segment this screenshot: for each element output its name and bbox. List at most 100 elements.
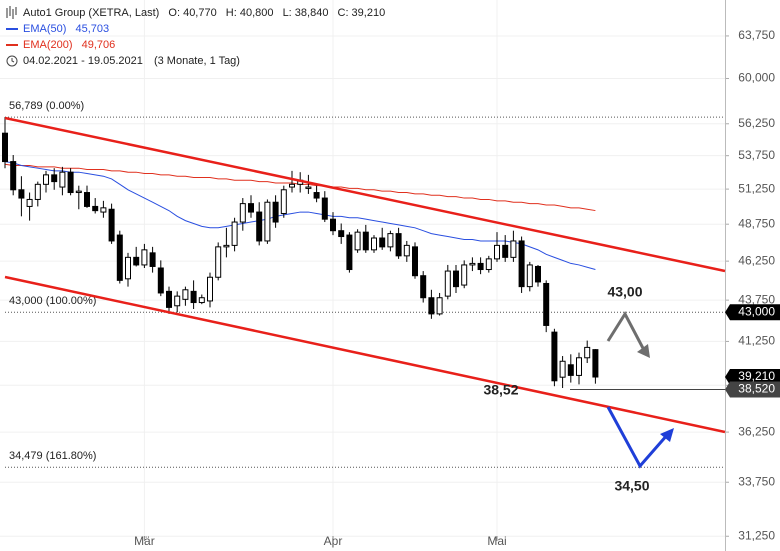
y-tick-label: 43,750	[738, 292, 775, 306]
candle-body	[346, 234, 353, 271]
candle-body	[157, 267, 164, 294]
candle-body	[43, 174, 49, 185]
ohlc: H: 40,800	[226, 7, 274, 19]
candle-body	[305, 186, 312, 189]
price-tag-box	[725, 304, 780, 321]
candle-body	[379, 237, 386, 248]
candle-body	[485, 258, 492, 271]
candle-body	[223, 244, 230, 248]
candle-body	[469, 262, 476, 266]
candle-body	[321, 197, 328, 220]
x-tick-label: Mär	[134, 534, 155, 548]
y-tick-label: 46,250	[738, 253, 775, 267]
candle-body	[198, 297, 205, 304]
annotations: 43,00 38,52 34,50	[483, 284, 649, 494]
candle-body	[428, 297, 435, 315]
candle-body	[207, 276, 213, 302]
legend-value: 45,703	[75, 23, 109, 35]
candle-body	[215, 246, 222, 278]
clock-icon	[6, 55, 18, 67]
level-label: 43,000 (100.00%)	[9, 295, 96, 307]
candle-body	[231, 221, 238, 246]
candle-body	[461, 264, 468, 286]
price-tag-label: 38,520	[738, 382, 775, 396]
annotation: 34,50	[614, 478, 649, 494]
y-tick-label: 56,250	[738, 116, 775, 130]
candle-body	[166, 290, 172, 308]
header-line: Auto1 Group (XETRA, Last) O: 40,770 H: 4…	[23, 7, 385, 19]
y-tick-label: 53,750	[738, 148, 775, 162]
ohlc: O: 40,770	[168, 7, 216, 19]
candle-body	[551, 331, 558, 382]
candle-body	[289, 183, 295, 188]
price-tag-box	[725, 381, 780, 398]
candle-body	[190, 290, 197, 304]
annotation: 43,00	[607, 284, 642, 300]
candle-body	[248, 203, 254, 213]
plot: 56,789 (0.00%) 43,000 (100.00%) 34,479 (16…	[2, 100, 725, 468]
candle-body	[510, 240, 517, 258]
y-tick-label: 51,250	[738, 181, 775, 195]
annotation: 38,52	[483, 382, 518, 398]
candle-body	[239, 203, 246, 223]
candle-body	[584, 346, 591, 359]
candle-body	[567, 364, 574, 376]
candle-body	[420, 275, 427, 299]
candle-body	[116, 234, 123, 281]
date-range: 04.02.2021 - 19.05.2021	[23, 55, 143, 67]
level-label: 34,479 (161.80%)	[9, 450, 96, 462]
y-tick-label: 36,250	[738, 424, 775, 438]
candle-body	[436, 297, 443, 315]
candle-body	[559, 360, 566, 378]
candle-body	[10, 161, 17, 191]
candle-body	[280, 189, 287, 214]
candle-body	[149, 252, 156, 267]
candle-body	[502, 244, 509, 258]
candle-body	[141, 249, 148, 266]
candle-body	[526, 264, 533, 288]
legend-entry: EMA(50) 45,703	[23, 23, 109, 35]
candle-body	[477, 262, 484, 271]
candle-body	[412, 246, 418, 277]
candle-body	[26, 198, 33, 207]
candle-body	[313, 192, 320, 199]
period: (3 Monate, 1 Tag)	[154, 55, 240, 67]
legend-entry: EMA(200) 49,706	[23, 39, 115, 51]
candle-body	[100, 207, 107, 213]
price-tag-box	[725, 369, 780, 386]
candle-body	[84, 192, 90, 207]
price-tag-label: 39,210	[738, 369, 775, 383]
ohlc: C: 39,210	[338, 7, 386, 19]
trend-line	[4, 275, 726, 434]
candle-body	[51, 174, 58, 183]
candle-body	[174, 295, 181, 307]
candle-body	[576, 357, 582, 376]
candle-body	[125, 256, 131, 280]
date-line: 04.02.2021 - 19.05.2021 (3 Monate, 1 Tag…	[23, 55, 240, 67]
candle-body	[592, 349, 599, 378]
y-tick-label: 41,250	[738, 334, 775, 348]
candle-body	[182, 289, 189, 300]
chart-icon	[6, 6, 17, 19]
candle-body	[75, 190, 82, 194]
candle-body	[387, 233, 394, 248]
candle-body	[18, 189, 25, 199]
clock-hand	[11, 58, 15, 63]
candle-body	[338, 230, 345, 238]
legend-value: 49,706	[82, 39, 116, 51]
y-tick-label: 63,750	[738, 28, 775, 42]
candle-body	[518, 240, 525, 288]
candle-body	[264, 201, 271, 242]
x-tick-label: Mai	[487, 534, 506, 548]
candle-body	[67, 171, 74, 194]
candle-body	[272, 201, 279, 223]
candle-body	[371, 237, 377, 251]
ohlc: L: 38,840	[283, 7, 329, 19]
arrow-head	[660, 428, 674, 442]
header: Auto1 Group (XETRA, Last) O: 40,770 H: 4…	[6, 6, 385, 67]
candle-body	[2, 132, 8, 163]
candle-body	[330, 218, 336, 232]
candle-body	[354, 231, 361, 251]
